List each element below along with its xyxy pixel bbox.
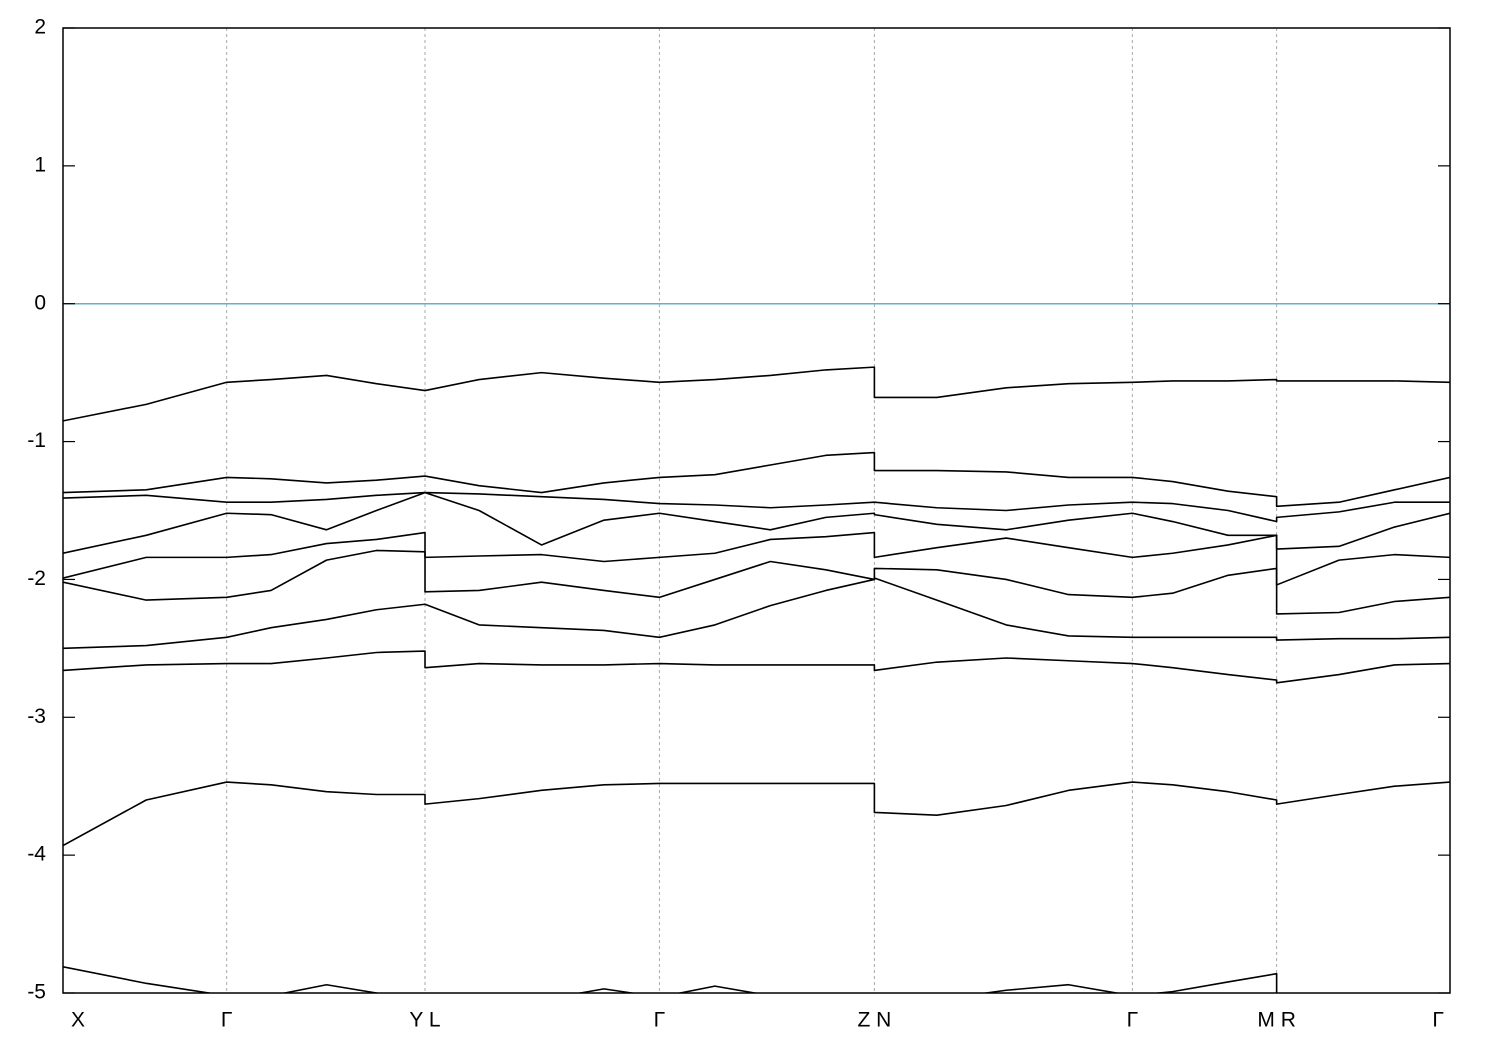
y-tick-label: 0 (34, 291, 46, 314)
x-tick-label: Γ (221, 1009, 233, 1032)
plot-frame (62, 27, 1451, 994)
plot-area (63, 302, 1450, 993)
band-line (63, 531, 1450, 586)
band-line (63, 491, 1450, 523)
band-line (63, 966, 1278, 993)
y-tick-label: -5 (27, 981, 46, 1004)
x-tick-label: Γ (654, 1009, 666, 1032)
band-line (63, 549, 1450, 615)
y-tick-label: 2 (34, 16, 46, 39)
y-tick-label: -3 (27, 705, 46, 728)
x-tick-label: Y L (409, 1009, 440, 1032)
y-tick-label: -1 (27, 429, 46, 452)
x-tick-label: M R (1257, 1009, 1296, 1032)
band-line (63, 650, 1450, 684)
x-tick-label: X (71, 1009, 85, 1032)
band-line (63, 451, 1450, 508)
x-tick-label: Γ (1432, 1009, 1444, 1032)
band-line (63, 577, 1450, 650)
y-tick-label: 1 (34, 153, 46, 176)
axes-layer: -5 -4 -3 -2 -1 0 1 2 X Γ Y L Γ Z N Γ M R Γ (27, 16, 1450, 1032)
band-line (63, 781, 1450, 847)
x-tick-label: Z N (857, 1009, 891, 1032)
x-tick-label: Γ (1127, 1009, 1139, 1032)
band-line (63, 366, 1450, 422)
y-tick-label: -2 (27, 567, 46, 590)
y-tick-label: -4 (27, 843, 46, 866)
band-line (63, 491, 1450, 555)
grid-layer (62, 28, 1451, 993)
